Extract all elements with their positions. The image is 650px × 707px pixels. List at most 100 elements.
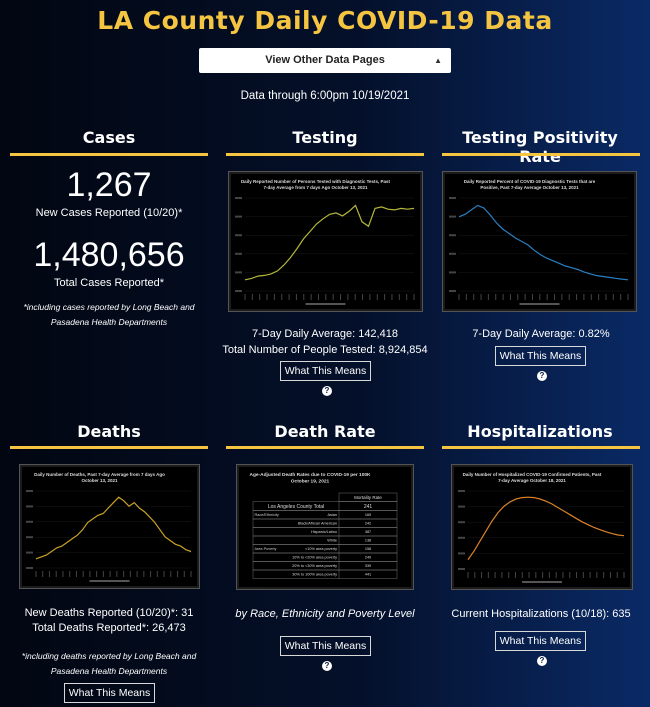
testing-info-button-label: What This Means [284,365,367,377]
total-cases-count: 1,480,656 [33,236,185,274]
positivity-chart-x-tick-label [590,294,592,300]
positivity-chart-x-tick-label [583,294,585,300]
deaths-chart-x-tick-label [143,571,145,577]
death-rate-caption: by Race, Ethnicity and Poverty Level [235,608,415,620]
deaths-chart-series-line [35,496,192,560]
positivity-chart-x-tick-label [458,294,460,300]
hosp-chart-x-tick-label [494,572,496,578]
deaths-chart-x-tick-label [109,571,111,577]
deaths-chart-title-line: October 13, 2021 [81,478,118,483]
testing-info-button[interactable]: What This Means? [280,361,371,396]
hosp-chart-tick-label [458,490,465,492]
hosp-chart-series-line [467,496,625,560]
positivity-chart-title-line: Daily Reported Percent of COVID-19 Diagn… [464,179,596,184]
hospitalizations-divider [442,446,640,449]
testing-chart-x-tick-label [398,294,400,300]
testing-chart-tick-label [235,290,242,292]
hospitalizations-title: Hospitalizations [467,422,613,441]
hosp-chart-x-tick-label [596,572,598,578]
deaths-info-button-label: What This Means [68,687,151,699]
cases-title: Cases [82,128,136,147]
deaths-chart-x-tick-label [35,571,37,577]
testing-chart-x-tick-label [332,294,334,300]
testing-chart-tick-label [235,215,242,218]
testing-average: 7-Day Daily Average: 142,418 [252,328,398,340]
positivity-chart-tick-label [449,252,456,255]
testing-chart-x-tick-label [384,294,386,300]
hosp-chart-x-tick-label [609,572,611,578]
hosp-chart-x-tick-label [481,572,483,578]
death-rate-row-value: 242 [365,522,371,526]
positivity-chart-x-tick-label [524,294,526,300]
testing-chart-x-tick-label [259,294,261,300]
total-deaths: Total Deaths Reported*: 26,473 [32,622,186,634]
testing-title: Testing [292,128,358,147]
hosp-chart-title-line: 7-day Average October 18, 2021 [498,478,566,483]
hosp-chart-x-tick-label [603,572,605,578]
deaths-chart-tick-label [26,567,33,569]
deaths-divider [10,446,208,449]
testing-chart-x-tick-label [369,294,371,300]
testing-chart-x-tick-label [325,294,327,300]
death-rate-row-label: 30% to 100% area poverty [292,573,337,577]
positivity-chart-x-tick-label [620,294,622,300]
testing-chart-tick-label [235,271,242,274]
positivity-chart-x-tick-label [517,294,519,300]
hosp-chart-tick-label [458,552,465,555]
deaths-chart-x-tick-label [136,571,138,577]
positivity-chart-tick-label [449,290,456,292]
deaths-info-button[interactable]: What This Means? [64,683,155,703]
positivity-chart-x-tick-label [509,294,511,300]
positivity-chart-x-tick-label [480,294,482,300]
current-hospitalizations: Current Hospitalizations (10/18): 635 [451,608,631,620]
positivity-chart-x-tick-label [561,294,563,300]
testing-chart-tick-label [235,252,242,255]
testing-chart: Daily Reported Number of Persons Tested … [228,171,423,312]
deaths-chart-tick-label [26,490,33,492]
question-icon: ? [322,661,332,671]
death-rate-table-svg: Age-Adjusted Death Rates due to COVID-19… [249,472,398,579]
data-through-text: Data through 6:00pm 10/19/2021 [240,90,410,102]
death-rate-row-value: 169 [365,513,371,517]
data-pages-dropdown[interactable]: View Other Data Pages ▲ [199,48,451,73]
testing-chart-x-tick-label [310,294,312,300]
death-rate-table-title-line: October 19, 2021 [291,478,330,484]
positivity-chart-x-tick-label [546,294,548,300]
positivity-chart-x-tick-label [465,294,467,300]
positivity-info-button[interactable]: What This Means? [495,346,586,381]
death-rate-row-label: White [327,539,337,543]
positivity-chart-x-tick-label [473,294,475,300]
hosp-chart-x-tick-label [467,572,469,578]
deaths-chart-x-tick-label [62,571,64,577]
hospitalizations-info-button[interactable]: What This Means? [495,631,586,666]
death-rate-divider [226,446,424,449]
positivity-average: 7-Day Daily Average: 0.82% [472,328,610,340]
deaths-chart-x-tick-label [75,571,77,577]
deaths-chart-x-tick-label [116,571,118,577]
positivity-divider [442,153,640,156]
deaths-chart-x-tick-label [183,571,185,577]
death-rate-col-header: Mortality Rate [354,495,382,500]
chevron-updown-icon: ▲ [434,56,442,65]
testing-chart-x-tick-label [251,294,253,300]
deaths-chart-tick-label [26,551,33,554]
testing-chart-legend [305,303,346,305]
hosp-chart-x-tick-label [582,572,584,578]
death-rate-row [252,569,398,579]
death-rate-row-label: 10% to <20% area poverty [292,556,337,560]
hospitalizations-info-button-label: What This Means [499,635,582,647]
deaths-chart-x-tick-label [82,571,84,577]
positivity-info-button-label: What This Means [499,350,582,362]
hosp-chart-x-tick-label [542,572,544,578]
new-deaths: New Deaths Reported (10/20)*: 31 [24,607,194,619]
death-rate-row-label: Black/African American [298,522,337,526]
deaths-title: Deaths [77,422,141,441]
positivity-chart-series-line [458,204,629,281]
testing-chart-x-tick-label [281,294,283,300]
hosp-chart-x-tick-label [562,572,564,578]
testing-chart-x-tick-label [288,294,290,300]
hosp-chart-tick-label [458,568,465,570]
death-rate-row-value: 241 [364,504,373,510]
deaths-chart-x-tick-label [55,571,57,577]
death-rate-info-button[interactable]: What This Means? [280,636,371,671]
